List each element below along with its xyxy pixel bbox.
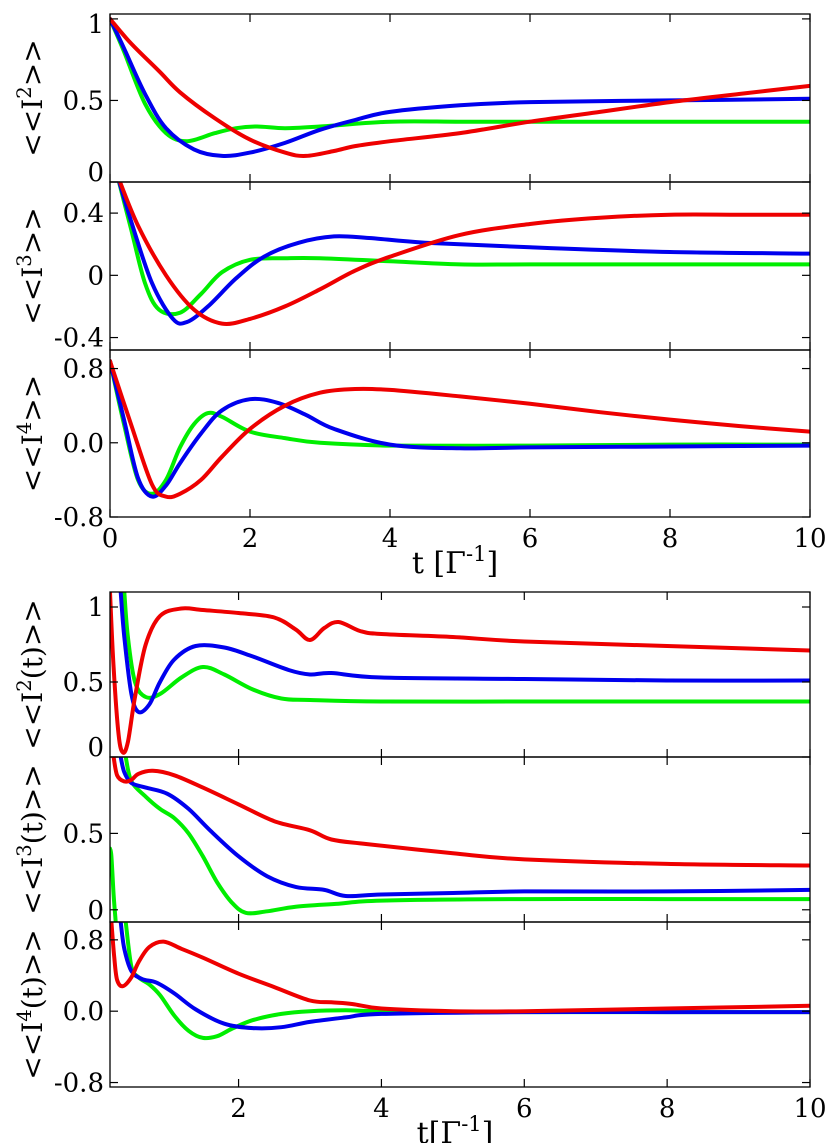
y-tick-label: 0.8	[63, 926, 104, 956]
panel-3: -0.80.00.80 2 4 6 8 10<<I4>>t [Γ-1]	[13, 349, 827, 581]
label-superscript: 4	[13, 1009, 36, 1021]
label-base: t[Γ	[417, 1116, 462, 1143]
series-line-red	[110, 16, 810, 158]
series-line-green	[122, 592, 810, 704]
series-line-short	[110, 846, 118, 922]
x-tick-label: 8	[662, 524, 679, 554]
y-tick-label: -0.8	[54, 1069, 104, 1099]
label-base: <<I	[16, 434, 49, 492]
y-axis-label: <<I3(t)>>	[13, 764, 50, 914]
y-tick-label: 0.8	[63, 355, 104, 385]
x-tick-label: 4	[382, 524, 399, 554]
label-base: t [Γ	[412, 546, 466, 581]
y-tick-label: 0.0	[63, 429, 104, 459]
plot-frame	[109, 349, 811, 518]
series-line-green	[110, 359, 810, 496]
label-tail: >>	[16, 375, 49, 422]
series-line-blue	[117, 182, 810, 326]
y-axis-label: <<I4>>	[13, 375, 50, 492]
series-line-green	[110, 16, 810, 144]
series-line-red	[110, 359, 810, 500]
series-line-green	[123, 922, 810, 1041]
y-tick-label: 0.0	[63, 997, 104, 1027]
panel-2: -0.4 0 0.4 <<I3>>	[13, 181, 811, 354]
label-base: <<I	[16, 267, 49, 325]
y-tick-label: 0.5	[63, 819, 104, 849]
label-tail: ]	[486, 546, 498, 581]
y-axis-label: <<I3>>	[13, 207, 50, 324]
x-tick-label: 10	[793, 1094, 826, 1124]
y-tick-label: 0.5	[63, 668, 104, 698]
y-tick-label: 0.4	[63, 199, 104, 229]
panel-6: -0.80.00.82 4 6 8 10<<I4(t)>>t[Γ-1]	[13, 921, 827, 1143]
label-superscript: -1	[466, 542, 486, 566]
y-tick-label: -0.8	[54, 503, 104, 533]
label-superscript: 4	[13, 422, 36, 434]
y-axis-label: <<I2(t)>>	[13, 599, 50, 749]
label-tail: ]	[482, 1116, 494, 1143]
label-superscript: -1	[461, 1112, 481, 1136]
series-line-green	[123, 757, 810, 916]
y-tick-label: 0	[87, 261, 104, 291]
series-line-red	[110, 922, 810, 1014]
x-tick-label: 8	[659, 1094, 676, 1124]
series-line-red	[111, 757, 810, 868]
label-superscript: 2	[13, 86, 36, 98]
label-tail: >>	[16, 39, 49, 86]
plot-frame	[109, 921, 811, 1088]
series-line-red	[110, 592, 810, 755]
panel-5: 0 0.5 <<I3(t)>>	[13, 756, 811, 926]
y-axis-label: <<I2>>	[13, 39, 50, 156]
label-base: <<I	[16, 99, 49, 157]
x-tick-label: 10	[793, 524, 826, 554]
x-tick-label: 2	[230, 1094, 247, 1124]
x-tick-label: 4	[373, 1094, 390, 1124]
series-line-blue	[110, 359, 810, 499]
series-line-green	[116, 182, 810, 317]
label-superscript: 3	[13, 844, 36, 856]
label-superscript: 3	[13, 254, 36, 266]
y-tick-label: 0.5	[63, 86, 104, 116]
x-tick-label: 6	[522, 524, 539, 554]
y-axis-label: <<I4(t)>>	[13, 929, 50, 1079]
label-base: <<I	[16, 692, 49, 750]
y-tick-label: 1	[87, 593, 104, 623]
label-base: <<I	[16, 857, 49, 915]
x-tick-label: 6	[516, 1094, 533, 1124]
y-tick-label: 0	[87, 896, 104, 926]
label-base: <<I	[16, 1022, 49, 1080]
label-tail: (t)>>	[16, 764, 49, 844]
y-tick-label: -0.4	[54, 324, 104, 354]
label-tail: >>	[16, 207, 49, 254]
panel-1: 0 0.5 1 <<I2>>	[13, 10, 811, 188]
series-line-blue	[118, 592, 810, 715]
x-tick-label: 0	[102, 524, 119, 554]
x-axis-label: t [Γ-1]	[412, 542, 498, 581]
label-tail: (t)>>	[16, 929, 49, 1009]
x-axis-label: t[Γ-1]	[417, 1112, 494, 1143]
label-superscript: 2	[13, 679, 36, 691]
label-tail: (t)>>	[16, 599, 49, 679]
panel-4: 0 0.5 1 <<I2(t)>>	[13, 591, 811, 763]
plot-frame	[109, 591, 811, 758]
series-line-red	[117, 182, 810, 326]
series-line-blue	[118, 757, 810, 899]
series-line-blue	[110, 16, 810, 158]
y-tick-label: 0	[87, 733, 104, 763]
x-tick-label: 2	[242, 524, 259, 554]
y-tick-label: 0	[87, 158, 104, 188]
y-tick-label: 1	[87, 10, 104, 40]
